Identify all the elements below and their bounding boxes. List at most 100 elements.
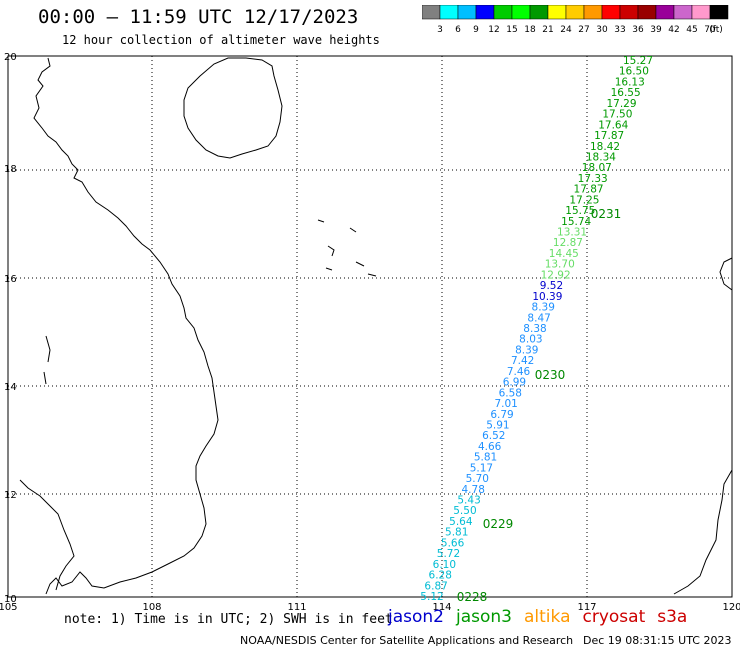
wave-height-value: 5.64 <box>449 516 473 528</box>
colorbar-label: 33 <box>614 25 625 35</box>
satellite-cryosat: cryosat <box>582 607 646 627</box>
wave-height-value: 16.50 <box>619 66 649 78</box>
colorbar-swatch <box>601 5 621 20</box>
colorbar-swatch <box>529 5 549 20</box>
colorbar-swatch <box>422 5 441 20</box>
colorbar-swatch <box>637 5 657 20</box>
coastline-east-upper <box>719 257 733 291</box>
wave-height-value: 17.64 <box>598 119 628 131</box>
colorbar-unit: (ft) <box>709 25 723 35</box>
coastline-islet-2 <box>43 371 47 385</box>
wave-height-value: 4.78 <box>462 484 485 496</box>
colorbar-label: 45 <box>686 25 697 35</box>
wave-height-value: 17.87 <box>594 130 624 142</box>
colorbar-swatch <box>655 5 675 20</box>
map-frame <box>7 55 733 598</box>
colorbar-label: 3 <box>437 25 443 35</box>
wave-height-value: 8.03 <box>519 334 542 346</box>
graticule <box>8 56 732 597</box>
longitude-label: 108 <box>142 602 161 613</box>
colorbar-swatch <box>547 5 567 20</box>
wave-height-value: 14.45 <box>549 248 579 260</box>
footer-note: note: 1) Time is in UTC; 2) SWH is in fe… <box>64 612 393 627</box>
latitude-label: 18 <box>4 164 17 175</box>
colorbar-label: 6 <box>455 25 461 35</box>
wave-height-value: 12.87 <box>553 237 583 249</box>
longitude-label: 105 <box>0 602 18 613</box>
colorbar-label: 36 <box>632 25 644 35</box>
wave-height-value: 17.33 <box>578 173 608 185</box>
colorbar-label: 18 <box>524 25 536 35</box>
wave-height-value: 15.75 <box>565 205 595 217</box>
wave-height-value: 6.99 <box>503 377 526 389</box>
colorbar-label: 27 <box>578 25 589 35</box>
coastline-vietnam-west <box>19 479 75 591</box>
color-legend: 3 6 9 12 15 18 21 24 27 30 33 36 39 42 45 70(ft) <box>422 5 729 35</box>
wave-height-value: 4.66 <box>478 441 502 453</box>
colorbar-swatch <box>565 5 585 20</box>
satellite-legend: jason2 jason3 altika cryosat s3a <box>388 607 699 627</box>
colorbar-swatch <box>511 5 531 20</box>
wave-height-value: 9.52 <box>540 280 563 292</box>
colorbar-label: 9 <box>473 25 479 35</box>
wave-height-value: 7.42 <box>511 355 534 367</box>
latitude-label: 14 <box>4 382 17 393</box>
wave-height-value: 8.39 <box>515 344 538 356</box>
wave-height-value: 18.34 <box>586 151 616 163</box>
coastline-vietnam <box>33 57 219 595</box>
wave-height-value: 6.58 <box>499 387 522 399</box>
wave-height-value: 8.39 <box>532 302 555 314</box>
wave-height-value: 13.31 <box>557 227 587 239</box>
wave-height-value: 15.27 <box>623 55 653 67</box>
wave-height-value: 5.17 <box>470 462 493 474</box>
altimeter-track: 15.2716.5016.1316.5517.2917.5017.6417.87… <box>420 55 653 603</box>
satellite-s3a: s3a <box>657 607 688 627</box>
colorbar-label: 12 <box>488 25 499 35</box>
coastline-hainan <box>183 57 283 159</box>
colorbar-swatch <box>583 5 603 20</box>
wave-height-value: 15.74 <box>561 216 591 228</box>
longitude-label: 117 <box>577 602 596 613</box>
wave-height-value: 17.25 <box>569 194 599 206</box>
wave-height-value: 10.39 <box>532 291 562 303</box>
colorbar-label: 70 <box>704 25 716 35</box>
colorbar-swatch <box>439 5 459 20</box>
wave-height-value: 5.50 <box>453 505 476 517</box>
wave-height-value: 5.81 <box>474 452 497 464</box>
wave-height-value: 18.07 <box>582 162 612 174</box>
coastline-islet-1 <box>45 335 51 363</box>
wave-height-value: 6.79 <box>490 409 513 421</box>
wave-height-value: 13.70 <box>545 259 575 271</box>
wave-height-value: 6.28 <box>429 570 452 582</box>
wave-height-value: 8.47 <box>527 312 550 324</box>
longitude-label: 120 <box>722 602 740 613</box>
wave-height-value: 17.87 <box>574 184 604 196</box>
satellite-jason3: jason3 <box>456 607 512 627</box>
longitude-label: 111 <box>287 602 306 613</box>
paracel-islands <box>317 219 377 277</box>
wave-height-value: 5.91 <box>486 419 509 431</box>
coastline-east-lower <box>673 469 733 595</box>
wave-height-value: 16.55 <box>611 87 641 99</box>
wave-height-value: 6.10 <box>433 559 456 571</box>
colorbar-swatch <box>475 5 495 20</box>
colorbar-label: 42 <box>668 25 679 35</box>
wave-height-value: 8.38 <box>523 323 546 335</box>
wave-height-value: 5.72 <box>437 548 460 560</box>
satellite-altika: altika <box>524 607 571 627</box>
wave-height-value: 7.46 <box>507 366 531 378</box>
wave-height-value: 5.66 <box>441 537 465 549</box>
wave-height-value: 6.52 <box>482 430 505 442</box>
map-title: 00:00 – 11:59 UTC 12/17/2023 <box>38 6 359 28</box>
wave-height-value: 12.92 <box>541 269 571 281</box>
wave-height-value: 18.42 <box>590 141 620 153</box>
latitude-label: 10 <box>4 594 17 605</box>
wave-height-value: 5.43 <box>457 495 480 507</box>
wave-height-value: 16.13 <box>615 76 645 88</box>
wave-height-value: 5.12 <box>420 591 443 603</box>
time-label: 0229 <box>483 517 514 531</box>
time-label: 0231 <box>591 207 622 221</box>
colorbar-label: 15 <box>506 25 517 35</box>
latitude-labels: 20 18 16 14 12 10 <box>4 52 17 605</box>
